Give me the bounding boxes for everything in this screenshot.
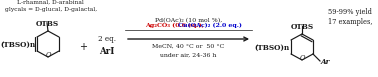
Text: Ag₂CO₃ (0.6 eq.),: Ag₂CO₃ (0.6 eq.),	[145, 23, 204, 28]
Text: 17 examples,: 17 examples,	[328, 18, 372, 26]
Text: under air, 24-36 h: under air, 24-36 h	[160, 53, 217, 58]
Text: O: O	[45, 51, 51, 59]
Text: Ar: Ar	[321, 58, 330, 66]
Text: (TBSO)n: (TBSO)n	[255, 44, 290, 52]
Text: OTBS: OTBS	[290, 23, 314, 31]
Text: MeCN, 40 °C or  50 °C: MeCN, 40 °C or 50 °C	[152, 44, 225, 49]
Text: glycals = D-glucal, D-galactal,: glycals = D-glucal, D-galactal,	[5, 6, 97, 11]
Text: OTBS: OTBS	[36, 20, 59, 28]
Text: O: O	[299, 54, 305, 62]
Text: (TBSO)n: (TBSO)n	[1, 41, 36, 49]
Text: L-rhamnal, D-arabinal: L-rhamnal, D-arabinal	[17, 0, 84, 4]
Text: ArI: ArI	[99, 47, 115, 56]
Text: 59-99% yield: 59-99% yield	[328, 8, 372, 16]
Text: 2 eq.: 2 eq.	[98, 35, 116, 43]
Text: Pd(OAc)₂ (10 mol %),: Pd(OAc)₂ (10 mol %),	[155, 18, 222, 24]
Text: +: +	[79, 42, 87, 52]
Text: Cu(OAc)₂ (2.0 eq.): Cu(OAc)₂ (2.0 eq.)	[175, 23, 242, 28]
